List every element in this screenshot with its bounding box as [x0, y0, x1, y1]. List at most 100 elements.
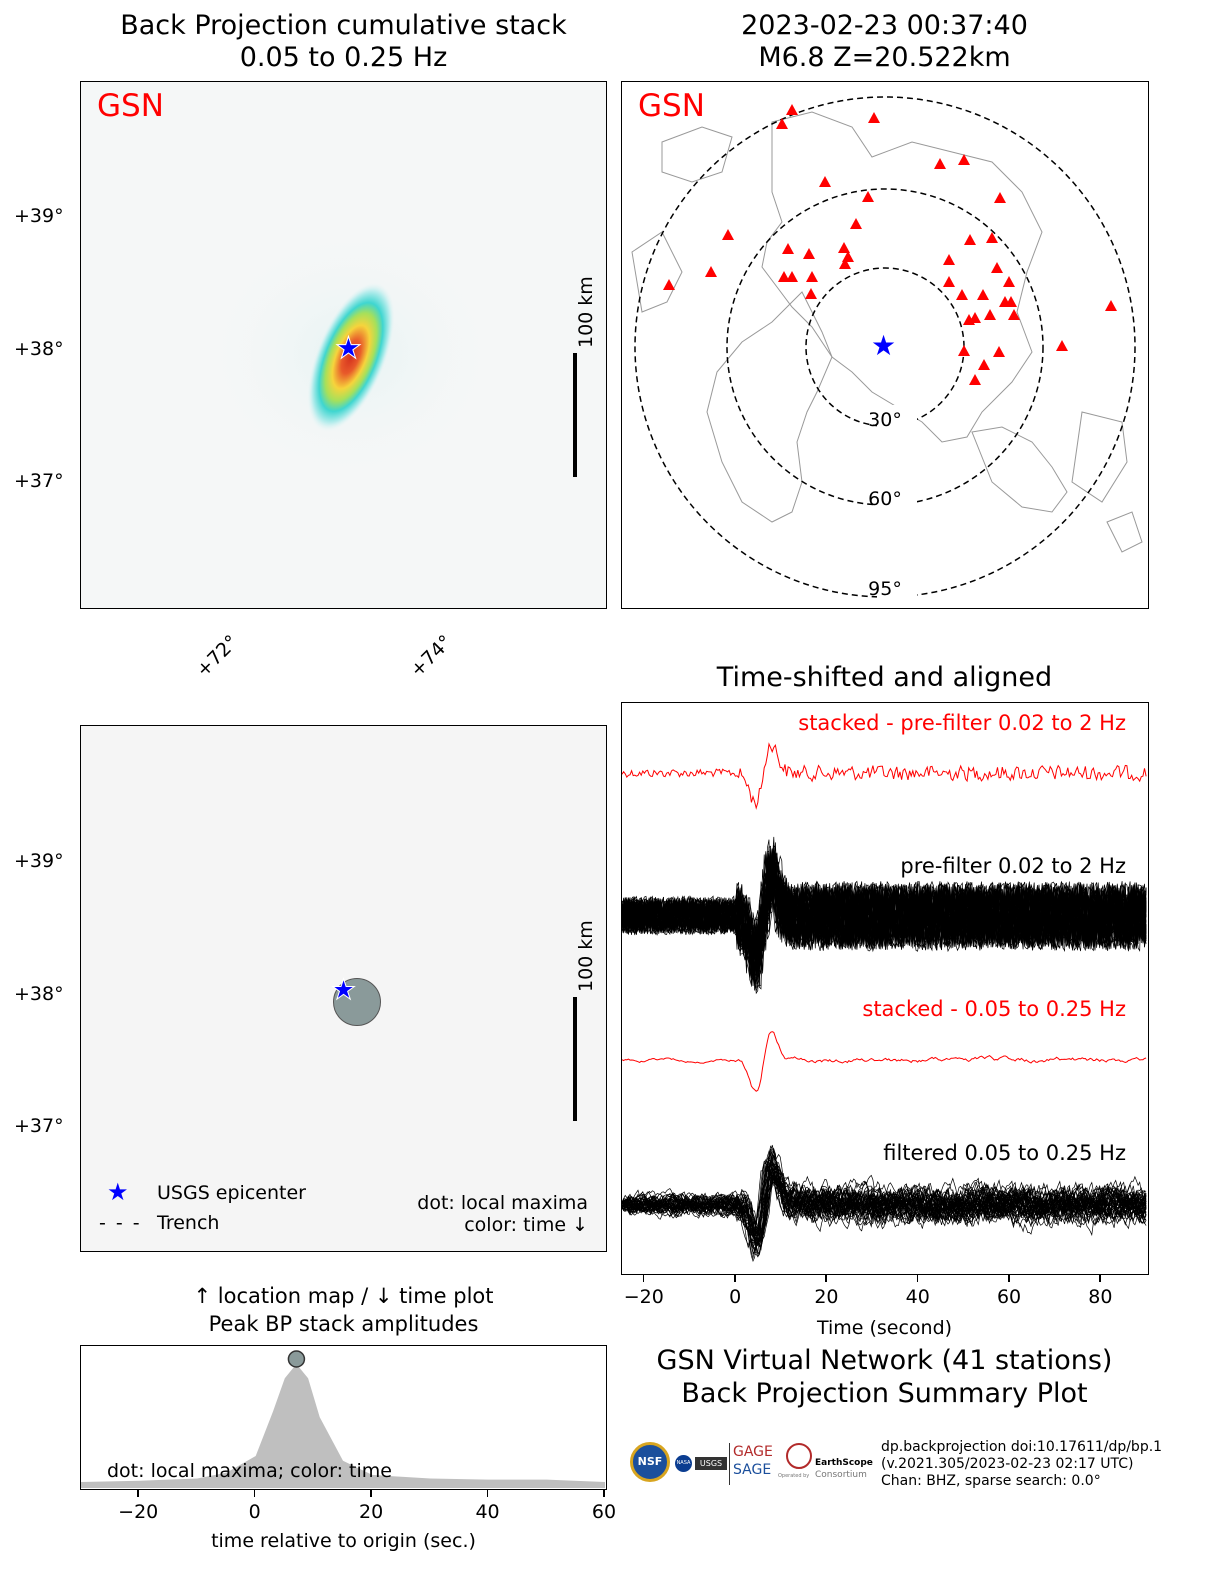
trace-prefilter [622, 846, 1147, 984]
station-triangle-icon [1003, 276, 1015, 287]
station-triangle-icon [722, 229, 734, 240]
wave-x-tick-mark [642, 1275, 645, 1282]
wave-x-tick-mark [734, 1275, 736, 1282]
station-triangle-icon [958, 345, 970, 356]
scale-bar [573, 997, 577, 1121]
bp-stack-heatmap [201, 224, 501, 484]
amp-x-tick-mark [603, 1490, 605, 1497]
station-triangle-icon [803, 248, 815, 259]
trace-stacked-filtered [622, 1031, 1147, 1092]
lat-tick-38: +38° [14, 338, 64, 360]
station-triangle-icon [778, 271, 790, 282]
peak-dot [287, 1350, 306, 1368]
peak-amplitude-plot: dot: local maxima; color: time [80, 1345, 607, 1490]
gage-logo: GAGE [733, 1444, 773, 1460]
scale-label: 100 km [575, 276, 597, 348]
label-prefilter: pre-filter 0.02 to 2 Hz [900, 854, 1126, 878]
station-triangle-icon [991, 262, 1003, 273]
epicenter-star-icon: ★ [335, 331, 363, 367]
credit-line1: dp.backprojection doi:10.17611/dp/bp.1 [881, 1439, 1163, 1455]
scale-label: 100 km [575, 920, 597, 992]
station-triangle-icon [958, 154, 970, 165]
station-triangle-icon [934, 158, 946, 169]
peak-amplitude-svg [81, 1350, 605, 1488]
trace-filtered [622, 1148, 1147, 1245]
amp-title-line2: Peak BP stack amplitudes [208, 1312, 479, 1336]
waveform-plot: stacked - pre-filter 0.02 to 2 Hz pre-fi… [621, 702, 1149, 1275]
wave-x-tick-label: 20 [814, 1286, 839, 1308]
station-triangle-icon [839, 258, 851, 269]
station-triangle-icon [862, 191, 874, 202]
legend-epicenter-label: USGS epicenter [157, 1182, 306, 1204]
trace-filtered [622, 1164, 1147, 1240]
station-triangle-icon [786, 104, 798, 115]
station-triangle-icon [838, 242, 850, 253]
waveform-xlabel: Time (second) [816, 1317, 953, 1339]
sage-logo: SAGE [733, 1462, 772, 1478]
epicenter-star-icon: ★ [330, 973, 357, 1007]
lat-tick-37: +37° [14, 1115, 64, 1137]
station-triangle-icon [1008, 309, 1020, 320]
amp-xlabel: time relative to origin (sec.) [211, 1530, 476, 1552]
waveform-title: Time-shifted and aligned [716, 662, 1053, 693]
label-stacked-filtered: stacked - 0.05 to 0.25 Hz [862, 997, 1126, 1021]
station-triangle-icon [956, 289, 968, 300]
station-triangle-icon [977, 289, 989, 300]
wave-x-tick-label: 40 [905, 1286, 930, 1308]
station-triangle-icon [868, 112, 880, 123]
maxima-note-line2: color: time ↓ [464, 1214, 588, 1236]
consortium-logo: Consortium [815, 1470, 867, 1480]
network-label: GSN [97, 88, 164, 124]
wave-x-tick-mark [916, 1275, 919, 1282]
station-triangle-icon [1005, 296, 1017, 307]
top-left-title-line1: Back Projection cumulative stack [120, 10, 567, 41]
amp-x-tick-label: 60 [591, 1501, 617, 1523]
earthscope-logo: EarthScope [815, 1458, 873, 1468]
scale-bar [573, 353, 577, 477]
event-time-title: 2023-02-23 00:37:40 [741, 10, 1028, 41]
trace-stacked-prefilter [622, 742, 1147, 810]
amp-x-tick-label: −20 [118, 1501, 159, 1523]
station-triangle-icon [1056, 340, 1068, 351]
summary-line1: GSN Virtual Network (41 stations) [656, 1345, 1113, 1376]
top-left-title-line2: 0.05 to 0.25 Hz [239, 42, 448, 73]
wave-x-tick-label: −20 [623, 1286, 664, 1308]
lat-tick-37: +37° [14, 470, 64, 492]
station-triangle-icon [776, 118, 788, 129]
lat-tick-39: +39° [14, 205, 64, 227]
nsf-logo: NSF [630, 1442, 670, 1482]
station-triangle-icon [963, 314, 975, 325]
station-triangle-icon [978, 359, 990, 370]
distance-ring-60 [726, 188, 1044, 506]
usgs-logo: USGS [695, 1457, 727, 1470]
station-triangle-icon [943, 254, 955, 265]
station-triangle-icon [842, 251, 854, 262]
station-triangle-icon [994, 192, 1006, 203]
trace-prefilter [622, 857, 1147, 985]
legend-dash-icon: - - - [99, 1212, 142, 1234]
network-label: GSN [638, 88, 705, 124]
amplitude-area [81, 1364, 605, 1488]
amp-x-tick-label: 40 [475, 1501, 500, 1523]
epicenter-star-icon: ★ [871, 329, 897, 362]
event-magnitude-title: M6.8 Z=20.522km [758, 42, 1011, 73]
maxima-note-line1: dot: local maxima [417, 1192, 588, 1214]
ring-label-95: 95° [868, 578, 902, 600]
wave-x-tick-mark [825, 1275, 827, 1282]
trace-filtered [622, 1165, 1147, 1238]
ring-label-60: 60° [868, 488, 902, 510]
ring-label-30: 30° [868, 409, 902, 431]
amp-x-tick-label: 20 [359, 1501, 384, 1523]
amp-x-tick-mark [370, 1490, 372, 1497]
station-triangle-icon [1105, 300, 1117, 311]
station-triangle-icon [782, 243, 794, 254]
wave-x-tick-mark [1099, 1275, 1101, 1282]
station-triangle-icon [705, 266, 717, 277]
wave-x-tick-label: 80 [1088, 1286, 1113, 1308]
station-triangle-icon [943, 276, 955, 287]
station-triangle-icon [806, 271, 818, 282]
lon-tick-74: +74° [406, 630, 457, 682]
bp-peak-blob [306, 281, 396, 433]
credit-line3: Chan: BHZ, sparse search: 0.0° [881, 1473, 1101, 1489]
station-triangle-icon [993, 346, 1005, 357]
